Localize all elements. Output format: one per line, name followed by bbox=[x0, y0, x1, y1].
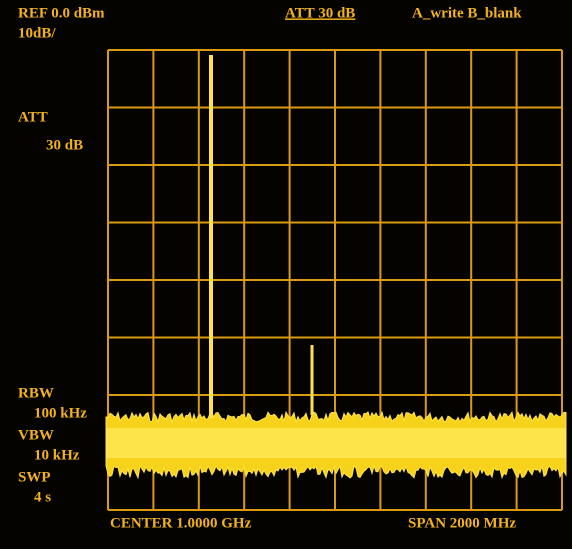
trace-mode: A_write B_blank bbox=[412, 5, 522, 21]
page: {"screen": { "ref_level": "REF 0.0 dBm",… bbox=[0, 0, 572, 549]
center-frequency: CENTER 1.0000 GHz bbox=[110, 515, 252, 531]
top-attenuation: ATT 30 dB bbox=[285, 5, 355, 21]
rbw-label: RBW bbox=[18, 385, 54, 401]
ref-level: REF 0.0 dBm bbox=[18, 5, 105, 21]
vbw-value: 10 kHz bbox=[34, 447, 80, 463]
scale: 10dB/ bbox=[18, 25, 56, 41]
noise-core bbox=[106, 428, 566, 458]
analyzer-screen: REF 0.0 dBm 10dB/ ATT 30 dB A_write B_bl… bbox=[0, 0, 572, 549]
span: SPAN 2000 MHz bbox=[408, 515, 516, 531]
sweep-value: 4 s bbox=[34, 489, 51, 505]
att-value: 30 dB bbox=[46, 137, 83, 153]
rbw-value: 100 kHz bbox=[34, 405, 87, 421]
vbw-label: VBW bbox=[18, 427, 54, 443]
sweep-label: SWP bbox=[18, 469, 51, 485]
att-label: ATT bbox=[18, 109, 48, 125]
